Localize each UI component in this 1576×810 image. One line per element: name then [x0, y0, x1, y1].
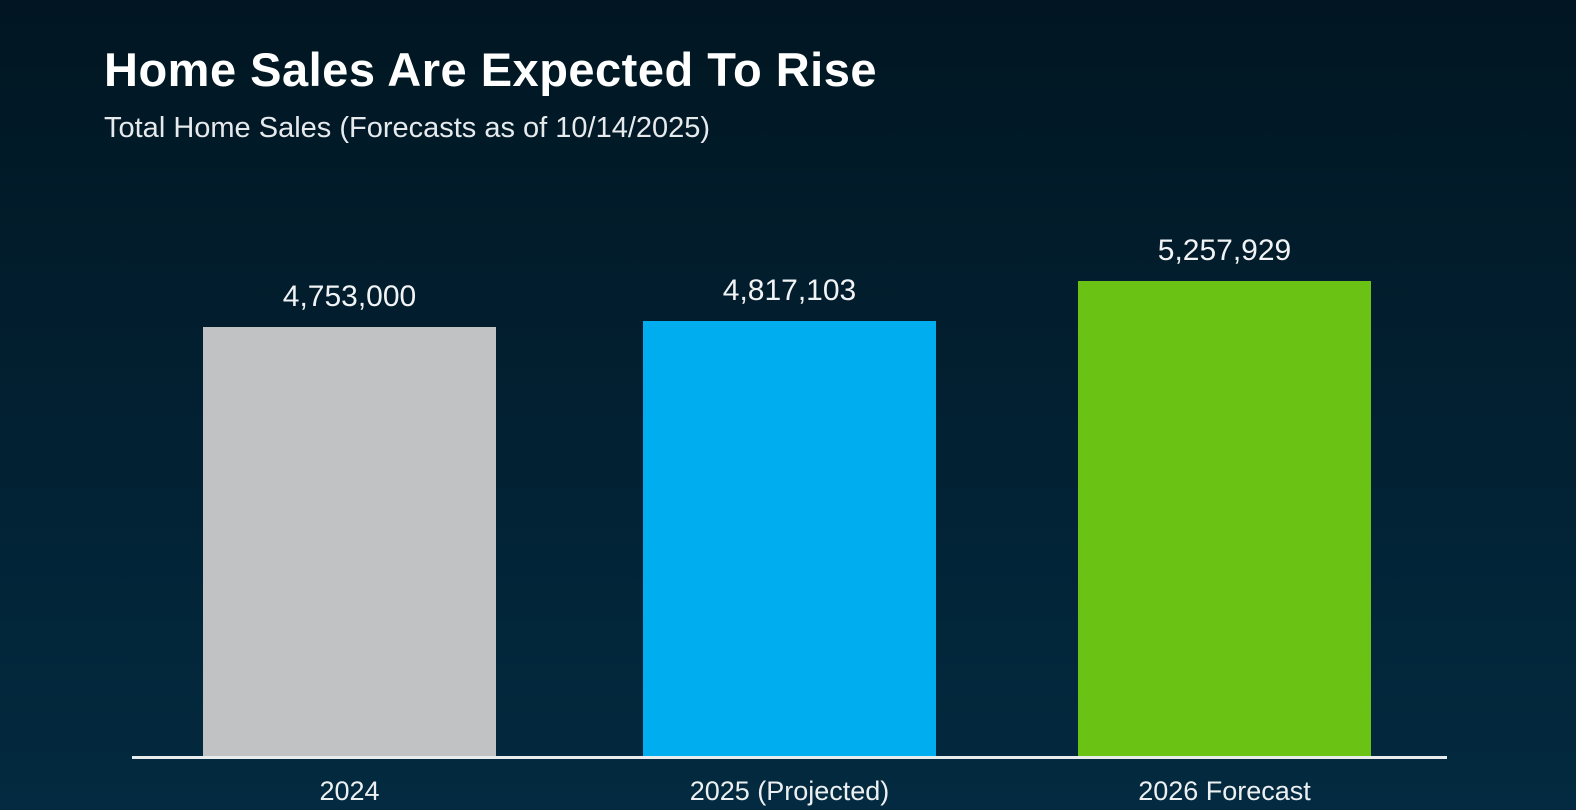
bar-group-2026-forecast: 5,257,929 2026 Forecast: [1078, 234, 1371, 806]
bar-group-2025-projected: 4,817,103 2025 (Projected): [643, 274, 936, 806]
bar-group-2024: 4,753,000 2024: [203, 280, 496, 806]
bar-value-label-2024: 4,753,000: [282, 280, 417, 313]
bar-value-label-2025-projected: 4,817,103: [722, 274, 857, 307]
chart-subtitle: Total Home Sales (Forecasts as of 10/14/…: [104, 112, 711, 144]
x-axis-label-2025-projected: 2025 (Projected): [689, 776, 890, 806]
x-axis-label-2026-forecast: 2026 Forecast: [1138, 776, 1311, 806]
plot-area: 4,753,000 2024 4,817,103 2025 (Projected…: [132, 234, 1447, 806]
bar-2026-forecast: [1078, 281, 1371, 757]
bar-2025-projected: [643, 321, 936, 757]
bar-value-label-2026-forecast: 5,257,929: [1157, 234, 1292, 267]
bar-2024: [203, 327, 496, 757]
chart-title: Home Sales Are Expected To Rise: [104, 43, 878, 96]
x-axis-label-2024: 2024: [319, 776, 380, 806]
x-axis-baseline: [132, 756, 1447, 759]
